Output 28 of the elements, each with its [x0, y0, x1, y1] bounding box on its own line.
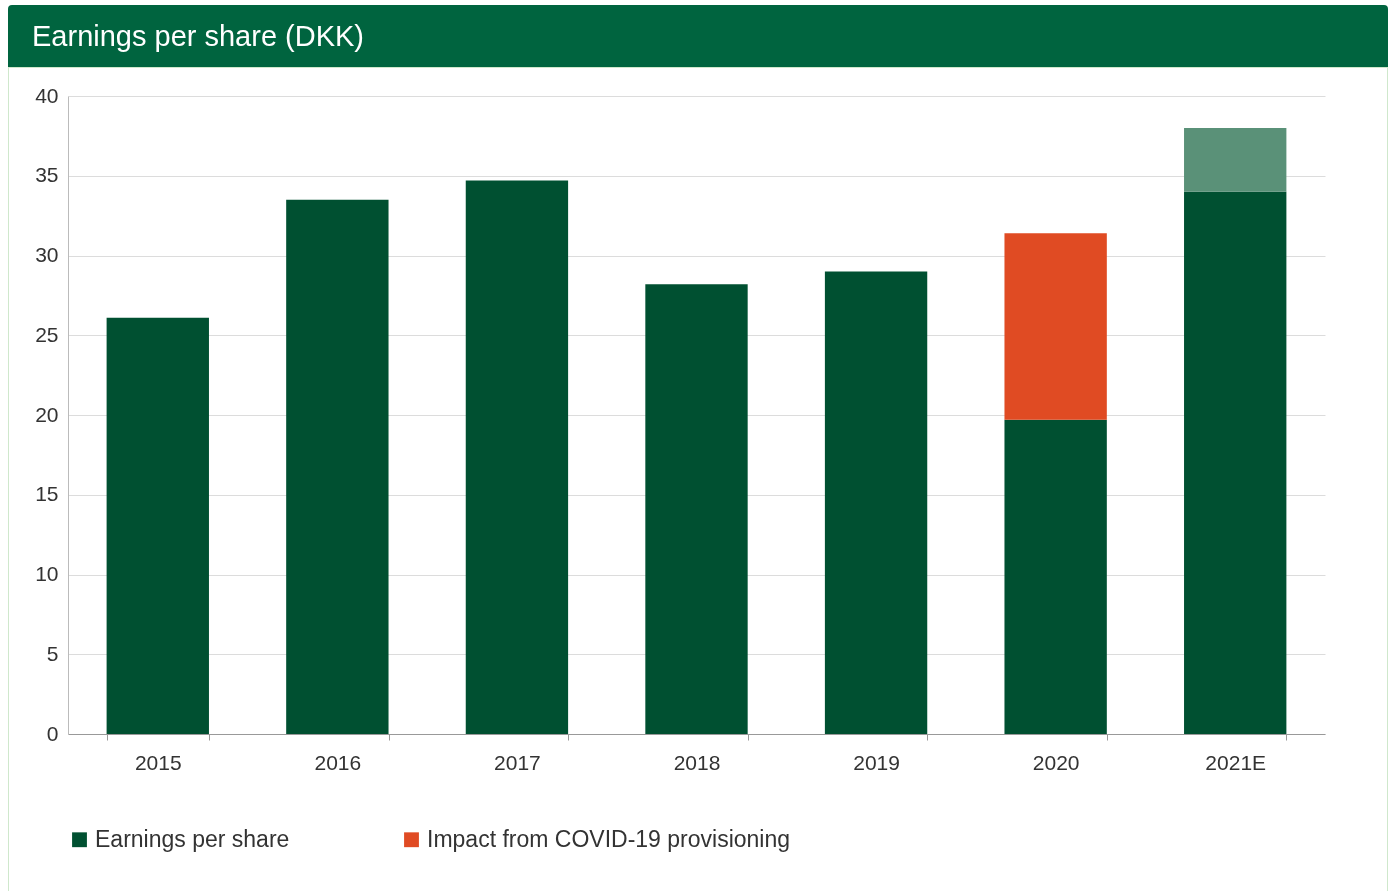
bar [106, 317, 209, 734]
y-tick-label: 0 [46, 721, 59, 745]
x-tick-label: 2015 [134, 750, 182, 774]
bar [1184, 191, 1287, 734]
x-tick-label: 2020 [1032, 750, 1080, 774]
bar [465, 180, 569, 734]
chart-title: Earnings per share (DKK) [8, 5, 1388, 67]
y-tick-label: 15 [35, 482, 59, 506]
x-tick-label: 2021E [1205, 750, 1267, 774]
bar [1004, 419, 1107, 734]
y-tick-label: 40 [35, 83, 59, 107]
y-tick-label: 20 [35, 402, 59, 426]
bar [1004, 233, 1107, 420]
bar [645, 284, 748, 734]
x-tick-label: 2018 [673, 750, 721, 774]
y-tick-label: 5 [46, 641, 59, 665]
bar [1184, 127, 1287, 192]
y-tick-label: 10 [35, 562, 59, 585]
y-tick-label: 25 [35, 322, 59, 346]
x-tick-label: 2017 [494, 750, 541, 774]
y-tick-label: 30 [35, 243, 59, 266]
x-tick-label: 2016 [314, 750, 362, 774]
x-tick-label: 2019 [853, 750, 900, 774]
bar [286, 199, 389, 734]
bar [824, 271, 928, 734]
legend-label: Impact from COVID-19 provisioning [427, 825, 791, 852]
legend-label: Earnings per share [95, 825, 290, 852]
y-tick-label: 35 [35, 163, 59, 187]
